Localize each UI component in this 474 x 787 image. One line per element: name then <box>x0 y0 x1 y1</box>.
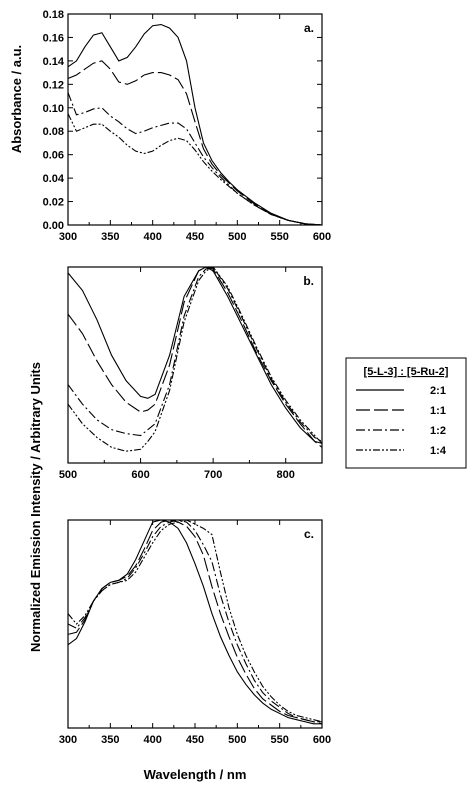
panel-b-series-1-2 <box>68 267 322 442</box>
panel-b-xtick-label: 500 <box>59 469 77 481</box>
panel-c-xtick-label: 500 <box>228 734 246 746</box>
panel-c-xtick-label: 400 <box>143 734 161 746</box>
panel-a-xtick-label: 600 <box>313 231 331 243</box>
panel-b-frame <box>67 266 323 464</box>
panel-a-ytick-label: 0.02 <box>43 197 64 209</box>
legend-label-2-1: 2:1 <box>430 385 446 397</box>
legend-label-1-1: 1:1 <box>430 405 446 417</box>
panel-a-ytick-label: 0.14 <box>43 56 65 68</box>
panel-a-ytick-label: 0.00 <box>43 220 64 232</box>
panel-b-xtick-label: 800 <box>277 469 295 481</box>
panel-c-series-2-1 <box>68 520 322 725</box>
panel-a-xtick-label: 450 <box>186 231 204 243</box>
panel-a-xtick-label: 350 <box>101 231 119 243</box>
panel-b-xtick-label: 600 <box>131 469 149 481</box>
panel-a-ytick-label: 0.04 <box>43 173 65 185</box>
panel-b-series-1-1 <box>68 267 322 448</box>
panel-b-label: b. <box>303 274 314 288</box>
panel-a-label: a. <box>304 21 314 35</box>
panel-c-frame <box>67 519 323 729</box>
legend-rows: 2:1 1:1 1:2 1:4 <box>356 385 447 457</box>
legend-label-1-4: 1:4 <box>430 445 447 457</box>
panel-b: 500 600 700 800 b. <box>59 266 323 481</box>
panel-a-ytick-label: 0.08 <box>43 126 64 138</box>
panel-a-xtick-label: 500 <box>228 231 246 243</box>
panel-a-series-1-4 <box>68 113 322 225</box>
panel-c-series <box>68 520 322 725</box>
panel-b-ticks: 500 600 700 800 <box>59 267 295 481</box>
panel-c: 300 350 400 450 500 550 600 c. <box>59 519 331 746</box>
panel-b-series <box>68 267 322 452</box>
panel-b-series-1-4 <box>68 267 322 452</box>
absorbance-axis-title: Absorbance / a.u. <box>9 45 24 153</box>
panel-a-ytick-label: 0.18 <box>43 9 64 21</box>
panel-a-ytick-label: 0.12 <box>43 79 64 91</box>
panel-a-series-1-2 <box>68 92 322 225</box>
panel-a-ticks: 300 350 400 450 500 550 600 0.00 0.02 0.04 0.06 0.0… <box>43 9 332 243</box>
panel-c-xtick-label: 300 <box>59 734 77 746</box>
panel-c-xtick-label: 550 <box>270 734 288 746</box>
panel-b-series-2-1 <box>68 267 322 444</box>
legend: [5-L-3] : [5-Ru-2] 2:1 1:1 1:2 1:4 <box>345 357 467 469</box>
panel-c-series-1-2 <box>68 520 322 723</box>
panel-a-series-1-1 <box>68 60 322 225</box>
panel-a: 300 350 400 450 500 550 600 0.00 0.02 0.04 0.06 0.0… <box>43 9 332 243</box>
wavelength-axis-title: Wavelength / nm <box>144 767 247 782</box>
panel-c-ticks: 300 350 400 450 500 550 600 <box>59 520 331 746</box>
panel-a-ytick-label: 0.10 <box>43 103 64 115</box>
panel-b-xtick-label: 700 <box>204 469 222 481</box>
panel-a-ytick-label: 0.06 <box>43 150 64 162</box>
panel-c-label: c. <box>304 527 314 541</box>
panel-c-xtick-label: 450 <box>186 734 204 746</box>
panel-c-xtick-label: 600 <box>313 734 331 746</box>
panel-a-frame <box>67 13 323 226</box>
legend-label-1-2: 1:2 <box>430 425 446 437</box>
panel-a-xtick-label: 400 <box>143 231 161 243</box>
panel-a-ytick-label: 0.16 <box>43 32 64 44</box>
panel-c-xtick-label: 350 <box>101 734 119 746</box>
panel-c-series-1-4 <box>68 520 322 723</box>
panel-c-series-1-1 <box>68 520 322 725</box>
panel-a-series <box>68 23 322 225</box>
legend-title: [5-L-3] : [5-Ru-2] <box>364 366 449 378</box>
panel-a-series-2-1 <box>68 23 322 225</box>
panel-a-xtick-label: 550 <box>270 231 288 243</box>
panel-a-xtick-label: 300 <box>59 231 77 243</box>
emission-axis-title: Normalized Emission Intensity / Arbitrar… <box>28 362 43 652</box>
